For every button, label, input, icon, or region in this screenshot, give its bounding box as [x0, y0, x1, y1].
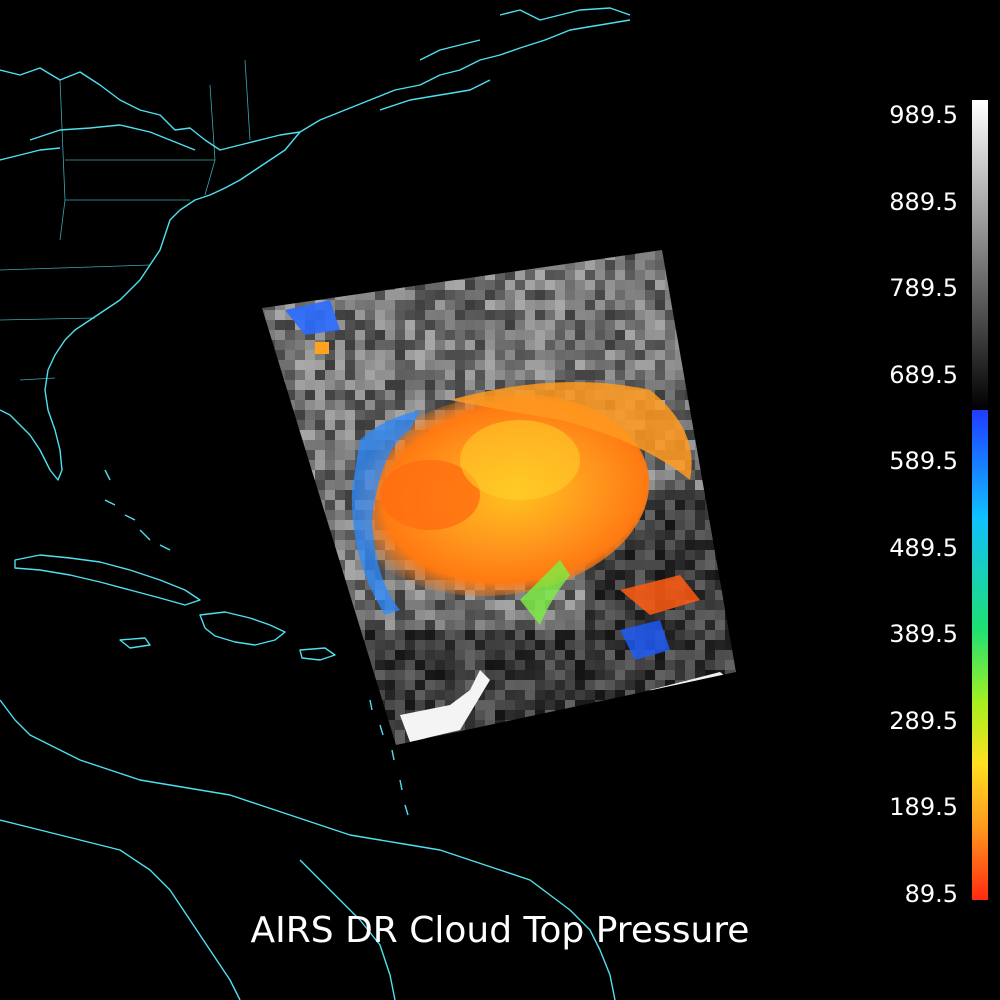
colorbar-tick-label: 889.5 [889, 187, 958, 216]
colorbar-tick-label: 189.5 [889, 793, 958, 822]
bahamas [104, 469, 171, 551]
colorbar-tick-label: 289.5 [889, 706, 958, 735]
great-lakes-coast [0, 67, 301, 151]
colorbar-tick-label: 389.5 [889, 620, 958, 649]
map-title: AIRS DR Cloud Top Pressure [250, 910, 750, 951]
colorbar-tick-label: 789.5 [889, 274, 958, 303]
colorbar-tick-label: 689.5 [889, 360, 958, 389]
cuba-coast [14, 554, 201, 606]
colorbar-tick-label: 489.5 [889, 533, 958, 562]
colorbar-tick-label: 589.5 [889, 447, 958, 476]
colorbar [972, 100, 988, 900]
colorbar-tick-label: 989.5 [889, 101, 958, 129]
hispaniola-coast [199, 611, 286, 646]
puerto-rico-coast [299, 647, 336, 661]
south-america-coast [0, 699, 616, 1000]
maritimes-coast [299, 19, 631, 133]
colorbar-tick-label: 89.5 [904, 880, 958, 908]
us-east-coast [0, 131, 301, 481]
